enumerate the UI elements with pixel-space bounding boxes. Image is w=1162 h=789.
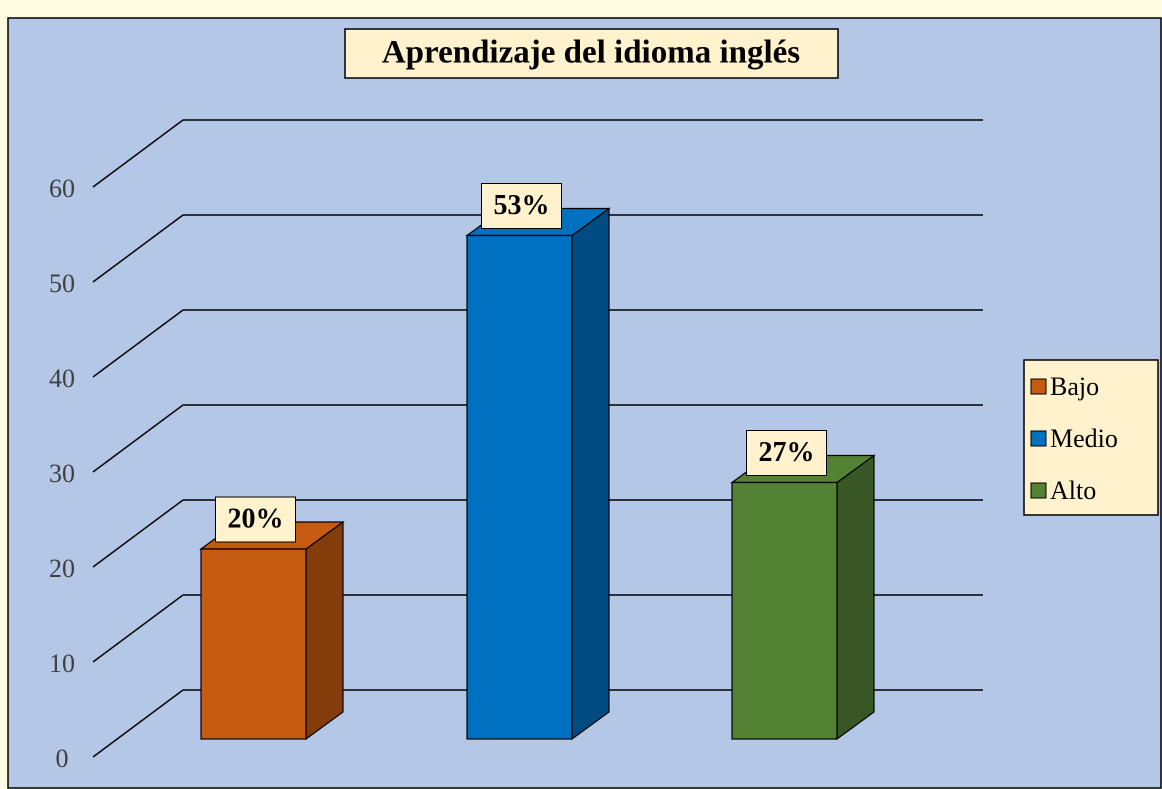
y-tick-label: 60	[49, 174, 75, 203]
value-label-box	[215, 496, 296, 543]
y-tick-label: 0	[56, 744, 69, 773]
grid-diagonal	[92, 119, 184, 188]
legend-label: Medio	[1050, 424, 1118, 453]
y-tick-label: 50	[49, 269, 75, 298]
bar	[466, 234, 573, 740]
value-label: 53%	[494, 190, 550, 221]
chart-title: Aprendizaje del idioma inglés	[382, 35, 800, 71]
value-label: 20%	[228, 503, 284, 534]
grid-diagonal	[92, 499, 184, 568]
bar	[731, 481, 838, 740]
y-tick-label: 20	[49, 554, 75, 583]
bar-side	[305, 520, 344, 741]
y-tick-label: 40	[49, 364, 75, 393]
grid-diagonal	[92, 214, 184, 283]
grid-diagonal	[92, 594, 184, 663]
legend-label: Bajo	[1050, 372, 1099, 401]
grid-diagonal	[92, 309, 184, 378]
grid-diagonal	[92, 689, 184, 758]
value-label-box	[481, 183, 562, 229]
legend-swatch	[1030, 430, 1047, 447]
value-label-box	[746, 430, 827, 476]
bar-side	[836, 454, 875, 741]
legend-label: Alto	[1050, 476, 1096, 505]
bar-side	[571, 207, 610, 741]
title-box	[344, 28, 839, 79]
bar	[200, 548, 307, 740]
legend-swatch	[1030, 378, 1047, 395]
legend-swatch	[1030, 482, 1047, 499]
value-label: 27%	[759, 437, 815, 468]
y-tick-label: 10	[49, 649, 75, 678]
y-tick-label: 30	[49, 459, 75, 488]
grid-diagonal	[92, 404, 184, 473]
